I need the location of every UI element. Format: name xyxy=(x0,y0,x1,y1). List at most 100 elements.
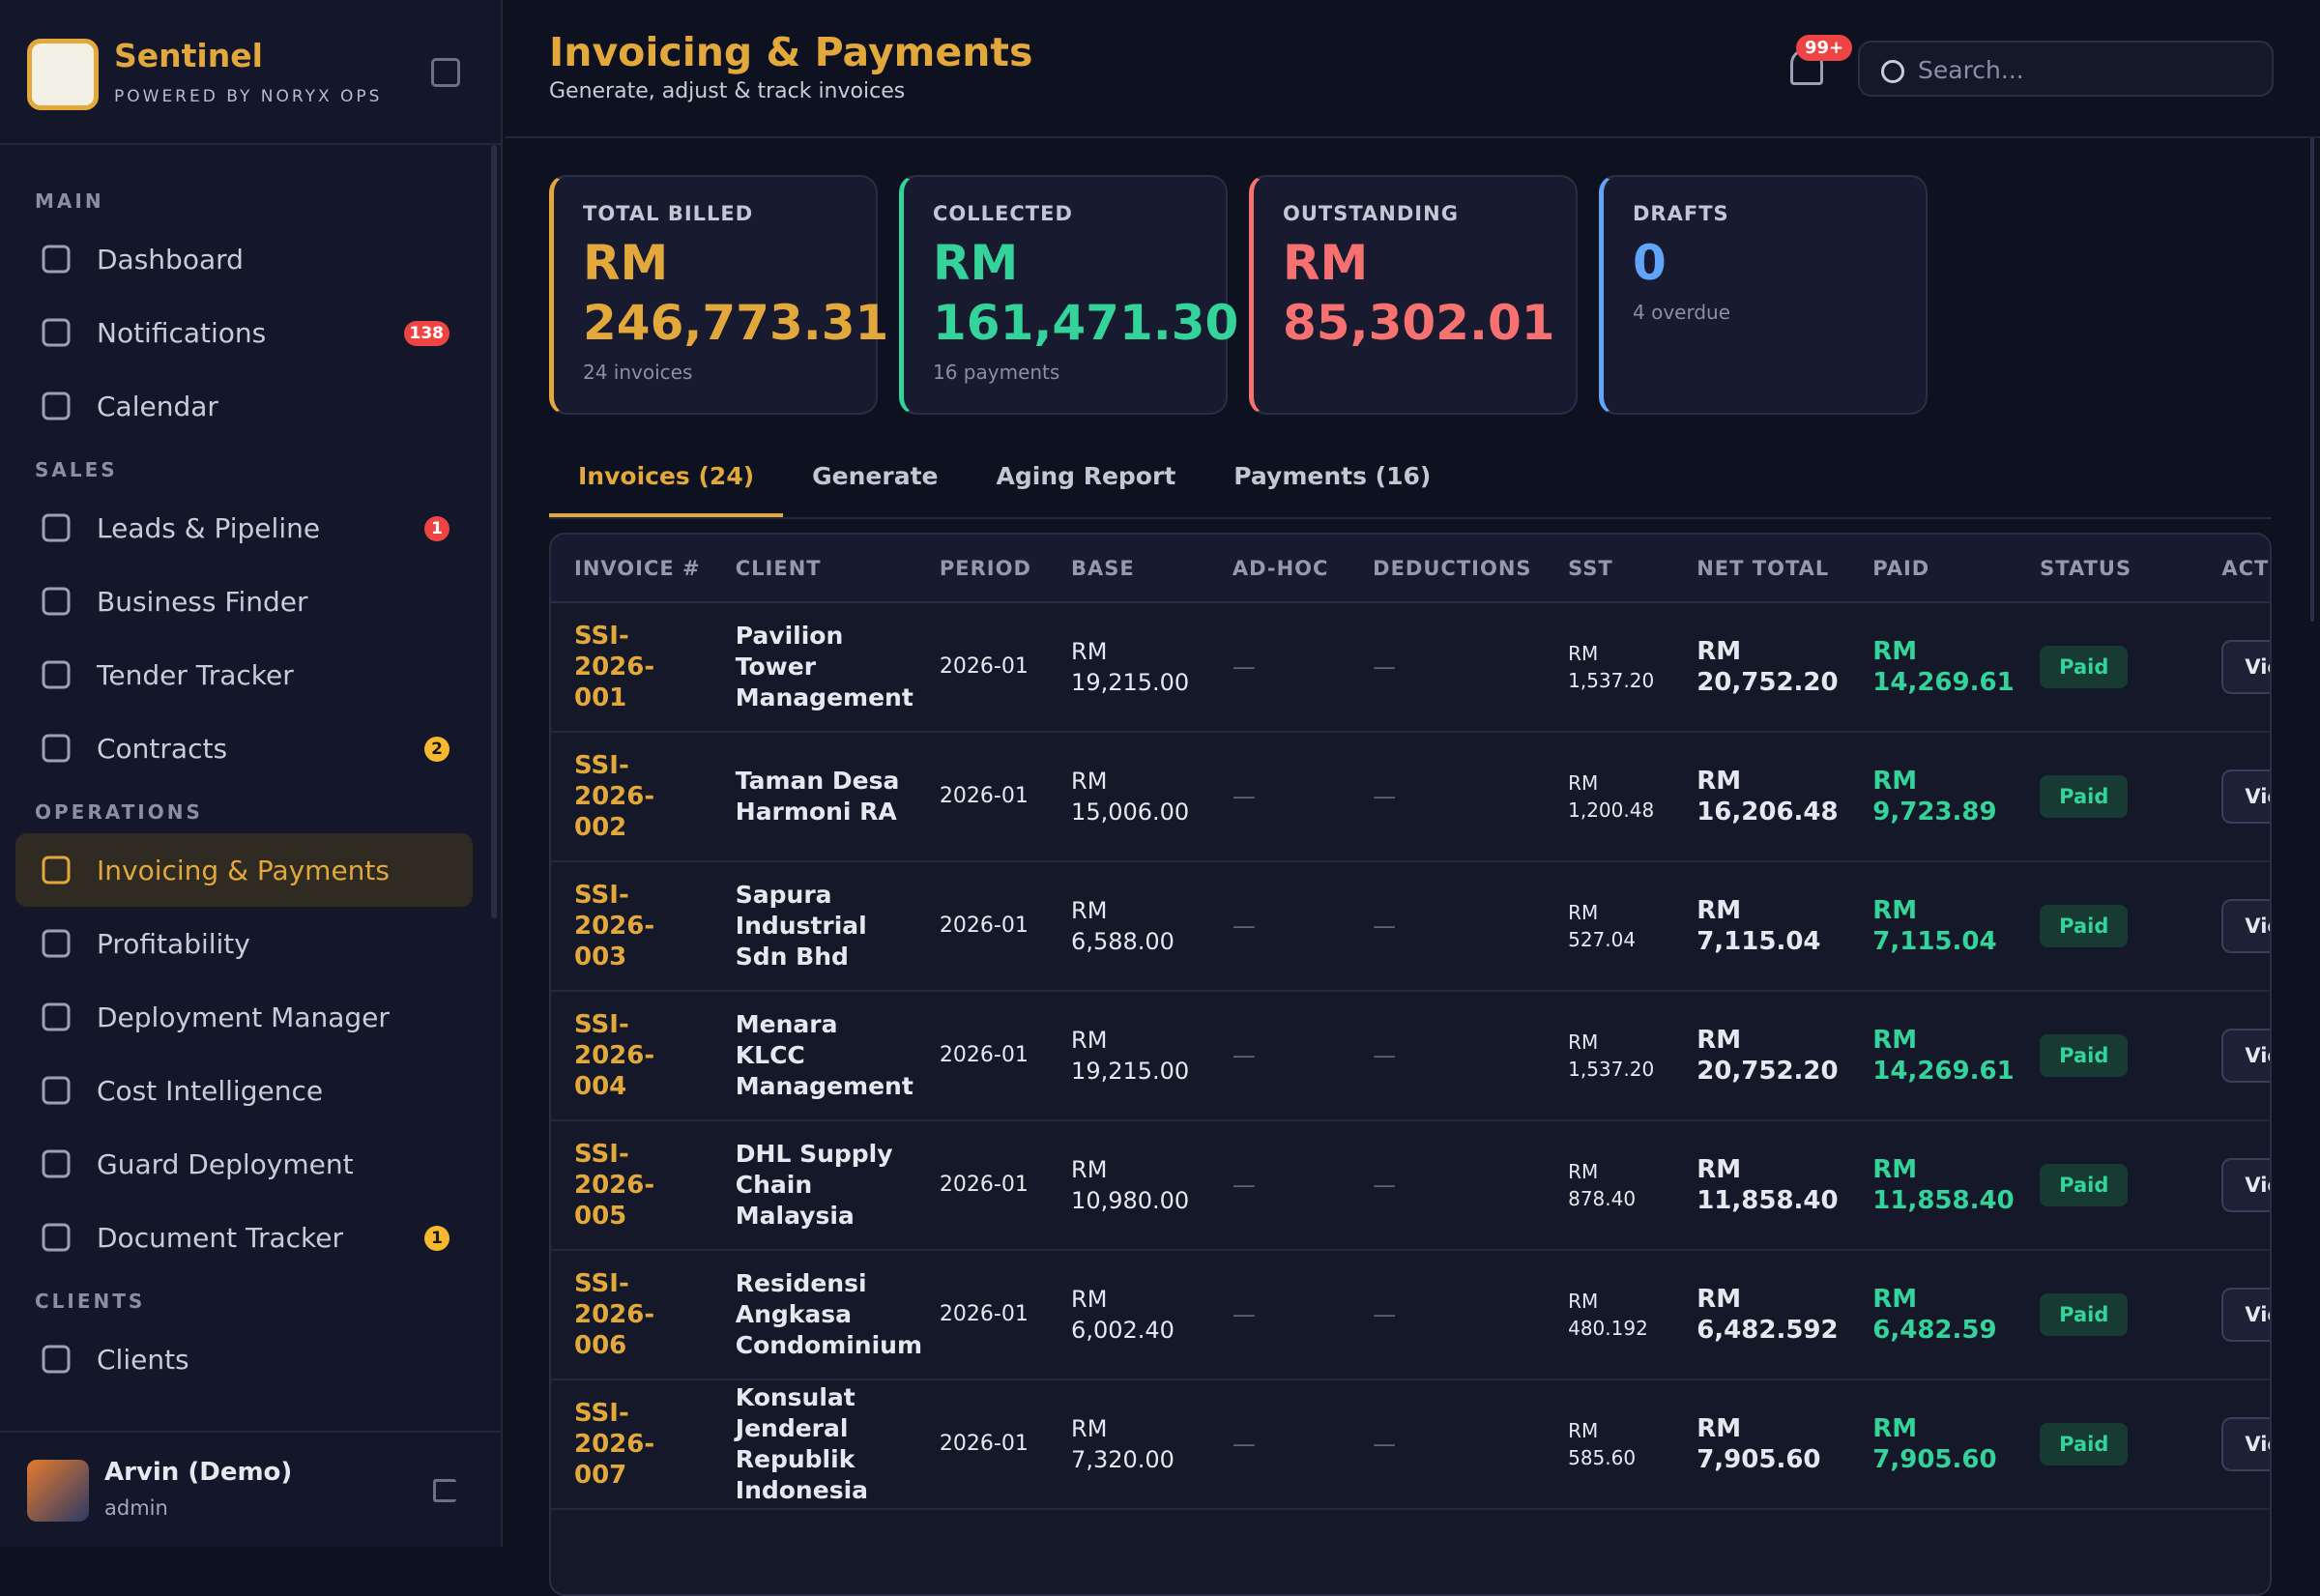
nav-label: Calendar xyxy=(97,390,218,422)
column-header: AD-HOC xyxy=(1208,535,1350,603)
table-cell: Paid xyxy=(2016,732,2199,862)
table-cell: RM 1,537.20 xyxy=(1545,602,1674,733)
invoice-table: INVOICE # CLIENT PERIOD BASE AD-HOC DEDUCTION… xyxy=(551,535,2270,1510)
table-cell: Paid xyxy=(2016,861,2199,992)
nav-item[interactable]: Clients xyxy=(15,1322,473,1396)
stat-cards: TOTAL BILLED RM 246,773.31 24 invoices COLL… xyxy=(549,175,1928,415)
nav-label: Cost Intelligence xyxy=(97,1074,324,1107)
table-cell: Paid xyxy=(2016,1250,2199,1380)
view-button[interactable]: View xyxy=(2221,640,2270,694)
table-cell: SSI-2026-003 xyxy=(551,861,712,992)
nav-item[interactable]: Cost Intelligence xyxy=(15,1054,473,1127)
stat-label: DRAFTS xyxy=(1633,202,1729,225)
nav-label: Leads & Pipeline xyxy=(97,511,321,544)
table-cell: Menara KLCC Management xyxy=(711,991,916,1121)
logout-button[interactable] xyxy=(433,1479,456,1502)
nav-section-label: MAIN xyxy=(35,189,104,213)
table-cell: View xyxy=(2198,1120,2270,1251)
table-cell: — xyxy=(1349,732,1546,862)
tab[interactable]: Payments (16) xyxy=(1233,462,1432,490)
status-pill: Paid xyxy=(2040,1034,2129,1077)
status-pill: Paid xyxy=(2040,905,2129,947)
table-cell: Paid xyxy=(2016,602,2199,733)
nav-badge: 1 xyxy=(424,516,450,541)
tab[interactable]: Aging Report xyxy=(996,462,1176,490)
user-panel: Arvin (Demo) admin xyxy=(0,1431,501,1547)
brand: Sentinel xyxy=(114,37,263,74)
stat-label: OUTSTANDING xyxy=(1283,202,1459,225)
collapse-button[interactable] xyxy=(431,58,460,87)
avatar xyxy=(27,1460,89,1522)
table-cell: RM 6,588.00 xyxy=(1048,861,1209,992)
nav-item[interactable]: Tender Tracker xyxy=(15,638,473,711)
nav-item[interactable]: Invoicing & Payments xyxy=(15,833,473,907)
table-cell: View xyxy=(2198,1379,2270,1510)
table-row: SSI-2026-007 Konsulat Jenderal Republik I… xyxy=(551,1379,2270,1510)
status-pill: Paid xyxy=(2040,1293,2129,1336)
tab[interactable]: Generate xyxy=(812,462,939,490)
table-cell: RM 20,752.20 xyxy=(1673,991,1850,1121)
page-title: Invoicing & Payments xyxy=(549,29,1033,75)
column-header: DEDUCTIONS xyxy=(1349,535,1546,603)
table-cell: — xyxy=(1208,732,1350,862)
nav-icon xyxy=(42,1076,71,1105)
table-cell: View xyxy=(2198,732,2270,862)
column-header: SST xyxy=(1545,535,1674,603)
nav-icon xyxy=(42,1345,71,1374)
table-cell: RM 14,269.61 xyxy=(1849,991,2017,1121)
table-cell: RM 15,006.00 xyxy=(1048,732,1209,862)
table-row: SSI-2026-003 Sapura Industrial Sdn Bhd 202… xyxy=(551,861,2270,992)
stat-note: 16 payments xyxy=(933,361,1060,384)
notification-badge: 99+ xyxy=(1796,35,1853,61)
view-button[interactable]: View xyxy=(2221,1417,2270,1471)
table-cell: — xyxy=(1349,1379,1546,1510)
table-cell: SSI-2026-002 xyxy=(551,732,712,862)
column-header: PAID xyxy=(1849,535,2017,603)
nav-item[interactable]: Guard Deployment xyxy=(15,1127,473,1201)
nav-item[interactable]: Contracts 2 xyxy=(15,711,473,785)
table-cell: 2026-01 xyxy=(915,861,1049,992)
table-cell: — xyxy=(1349,1120,1546,1251)
table-cell: RM 585.60 xyxy=(1545,1379,1674,1510)
stat-value: 0 xyxy=(1633,235,1667,291)
nav-icon xyxy=(42,392,71,421)
user-name: Arvin (Demo) xyxy=(104,1458,293,1487)
table-cell: RM 19,215.00 xyxy=(1048,602,1209,733)
nav-item[interactable]: Profitability xyxy=(15,907,473,980)
nav-icon xyxy=(42,513,71,542)
view-button[interactable]: View xyxy=(2221,1288,2270,1342)
nav-icon xyxy=(42,856,71,885)
table-cell: — xyxy=(1208,861,1350,992)
nav-item[interactable]: Business Finder xyxy=(15,565,473,638)
nav-item[interactable]: Deployment Manager xyxy=(15,980,473,1054)
scrollbar xyxy=(491,145,497,918)
nav-label: Invoicing & Payments xyxy=(97,854,390,886)
table-cell: RM 11,858.40 xyxy=(1849,1120,2017,1251)
view-button[interactable]: View xyxy=(2221,769,2270,824)
stat-card: COLLECTED RM 161,471.30 16 payments xyxy=(899,175,1238,415)
column-header: INVOICE # xyxy=(551,535,712,603)
nav-item[interactable]: Calendar xyxy=(15,369,473,443)
nav-item[interactable]: Dashboard xyxy=(15,222,473,296)
view-button[interactable]: View xyxy=(2221,1158,2270,1212)
nav-item[interactable]: Document Tracker 1 xyxy=(15,1201,473,1274)
table-cell: Pavilion Tower Management xyxy=(711,602,916,733)
nav-label: Profitability xyxy=(97,927,250,960)
table-row: SSI-2026-004 Menara KLCC Management 2026-0… xyxy=(551,991,2270,1121)
view-button[interactable]: View xyxy=(2221,1029,2270,1083)
column-header: STATUS xyxy=(2016,535,2199,603)
search-input[interactable]: Search... xyxy=(1858,41,2274,97)
nav-item[interactable]: Notifications 138 xyxy=(15,296,473,369)
table-cell: RM 7,905.60 xyxy=(1673,1379,1850,1510)
status-pill: Paid xyxy=(2040,1423,2129,1465)
nav-label: Contracts xyxy=(97,732,228,765)
tab[interactable]: Invoices (24) xyxy=(549,454,784,517)
table-cell: SSI-2026-004 xyxy=(551,991,712,1121)
table-cell: RM 6,002.40 xyxy=(1048,1250,1209,1380)
view-button[interactable]: View xyxy=(2221,899,2270,953)
table-cell: Paid xyxy=(2016,1379,2199,1510)
column-header: CLIENT xyxy=(711,535,916,603)
column-header: ACTIONS xyxy=(2198,535,2270,603)
table-cell: RM 20,752.20 xyxy=(1673,602,1850,733)
nav-item[interactable]: Leads & Pipeline 1 xyxy=(15,491,473,565)
